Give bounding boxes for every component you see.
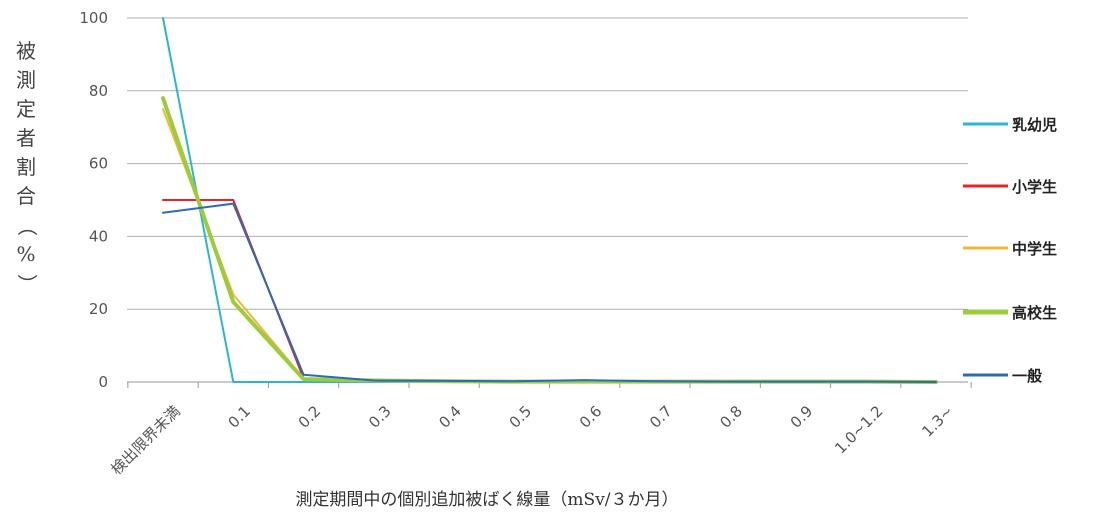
- y-axis-label-char: 被: [16, 39, 36, 63]
- legend-label: 高校生: [1012, 304, 1057, 322]
- x-tick-label: 0.7: [646, 402, 676, 432]
- legend-label: 小学生: [1012, 178, 1057, 196]
- gridlines: [127, 17, 968, 383]
- series-line-2: [162, 108, 937, 383]
- legend-label: 一般: [1012, 367, 1042, 385]
- y-tick-label: 40: [89, 227, 108, 245]
- y-tick-label: 100: [79, 9, 108, 27]
- x-tick-label: 0.1: [225, 402, 255, 432]
- x-axis-label: 測定期間中の個別追加被ばく線量（mSv/３か月）: [295, 490, 678, 510]
- x-tick-label: 0.5: [506, 402, 536, 432]
- legend-label: 中学生: [1012, 240, 1057, 258]
- x-tick-label: 0.8: [716, 402, 746, 432]
- x-tick-label: 検出限界未満: [107, 402, 183, 478]
- series-line-4: [162, 202, 937, 383]
- y-axis-label-char: 定: [16, 97, 36, 121]
- y-tick-label: 20: [89, 300, 108, 318]
- x-tick-label: 1.3~: [918, 402, 956, 440]
- y-axis-ticks: 0 20 40 60 80 100: [79, 9, 108, 391]
- y-tick-label: 80: [89, 82, 108, 100]
- x-tick-label: 1.0~1.2: [831, 402, 886, 457]
- y-axis-label-char: ）: [15, 274, 39, 294]
- series-lines: [161, 17, 938, 384]
- y-axis-label-char: 合: [16, 184, 36, 208]
- series-line-3: [161, 96, 938, 384]
- x-tick-label: 0.4: [435, 402, 465, 432]
- y-tick-label: 60: [89, 155, 108, 173]
- x-tick-label: 0.3: [365, 402, 395, 432]
- x-tick-label: 0.2: [295, 402, 325, 432]
- y-axis-label-char: （: [15, 216, 39, 236]
- y-axis-label-char: %: [16, 242, 35, 266]
- y-axis-label-char: 者: [16, 126, 36, 150]
- x-tick-label: 0.9: [787, 402, 817, 432]
- series-line-0: [162, 17, 937, 383]
- x-tick-label: 0.6: [576, 402, 606, 432]
- y-tick-label: 0: [98, 373, 108, 391]
- y-axis-label-char: 測: [16, 68, 36, 92]
- y-axis-label-char: 割: [16, 155, 36, 179]
- legend-label: 乳幼児: [1012, 116, 1057, 134]
- x-axis: 検出限界未満 0.1 0.2 0.3 0.4 0.5 0.6 0.7 0.8 0.9 1.0~1.2…: [107, 382, 972, 478]
